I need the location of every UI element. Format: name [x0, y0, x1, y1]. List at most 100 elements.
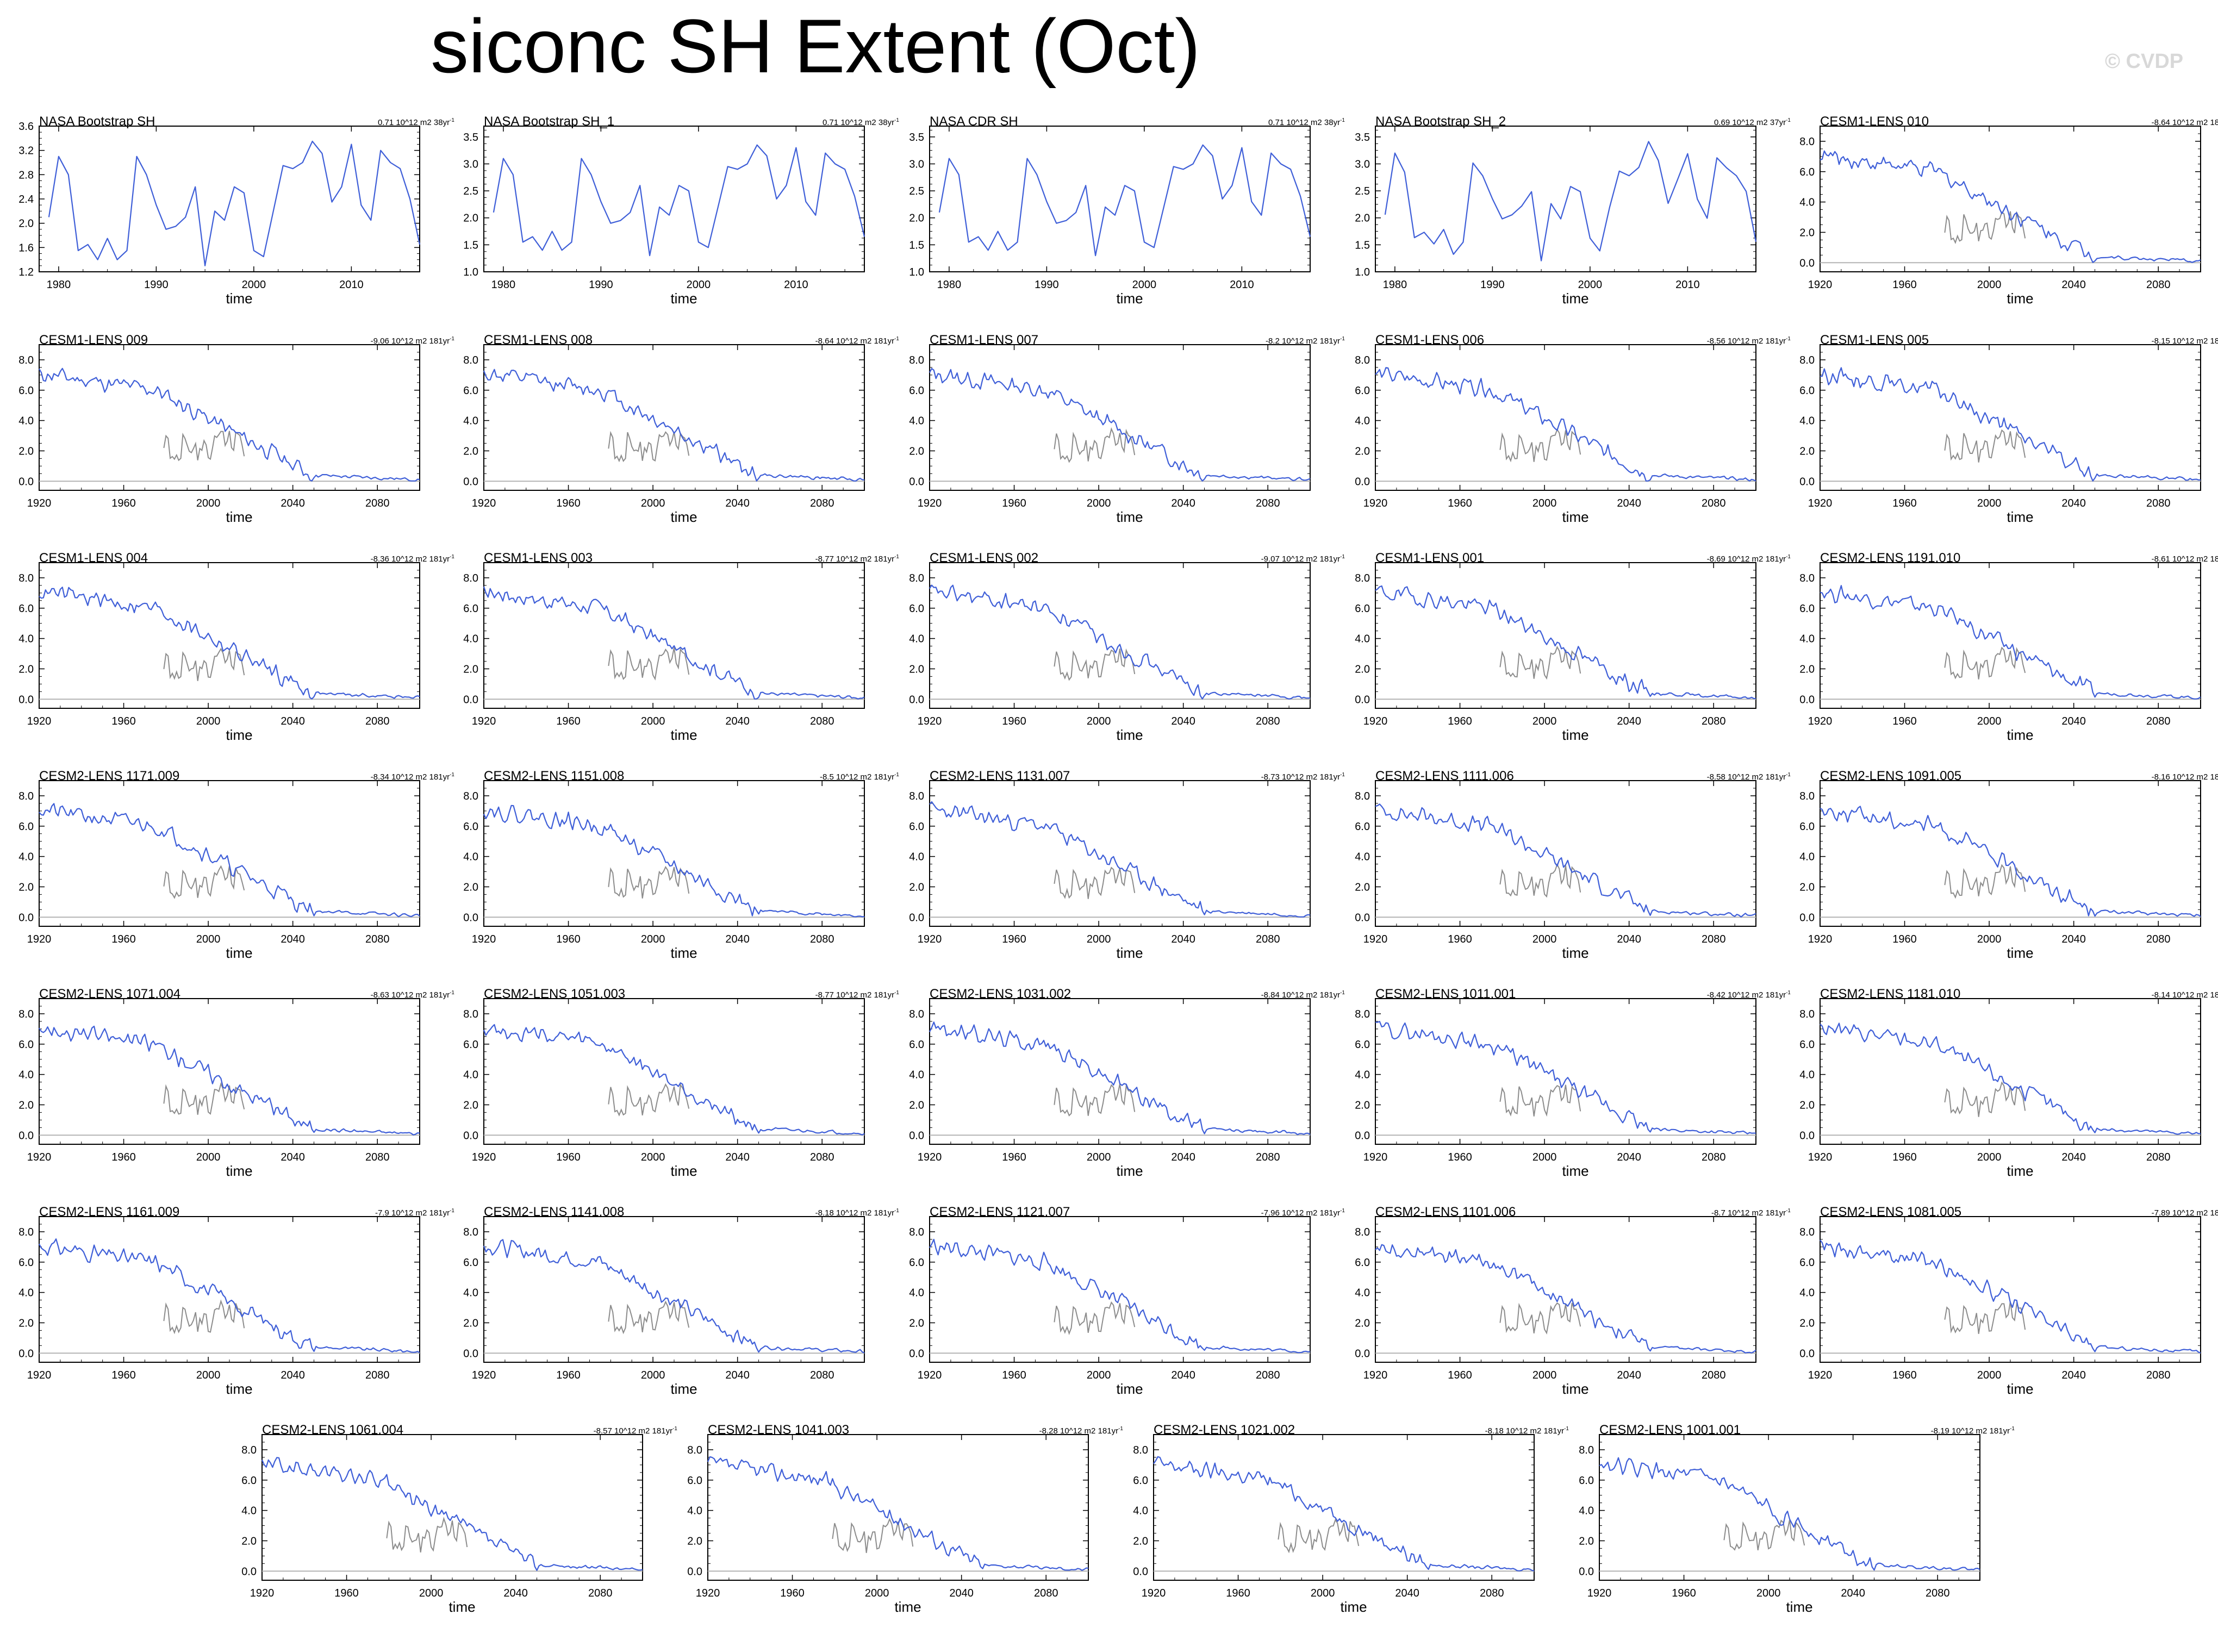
- x-tick-label: 2040: [503, 1587, 528, 1599]
- y-tick-label: 8.0: [1355, 790, 1370, 802]
- x-axis-label: time: [670, 1163, 697, 1179]
- x-axis-label: time: [1340, 1599, 1367, 1615]
- chart-plot: 0.0 2.0 4.0 6.0 8.0 1920 1960 2000 2040 2080: [909, 998, 1311, 1163]
- x-tick-label: 2040: [2061, 497, 2086, 509]
- obs-overlay-line: [1499, 428, 1581, 463]
- y-tick-label: 4.0: [909, 851, 924, 863]
- plot-frame: [483, 1216, 865, 1363]
- obs-overlay-line: [163, 1299, 245, 1335]
- x-tick-label: 1960: [556, 715, 581, 727]
- chart-plot: 0.0 2.0 4.0 6.0 8.0 1920 1960 2000 2040 2080: [1799, 562, 2201, 727]
- y-tick-label: 0.0: [909, 694, 924, 706]
- chart-panel: 1.0 1.5 2.0 2.5 3.0 3.5 1980 1990 2000 2010 NASA B…: [1355, 114, 1791, 308]
- y-tick-label: 0.0: [1799, 257, 1815, 269]
- y-tick-label: 4.0: [18, 415, 34, 427]
- chart-panel: 0.0 2.0 4.0 6.0 8.0 1920 1960 2000 2040 2080 CESM1…: [463, 551, 899, 744]
- trend-exponent: -1: [1786, 990, 1791, 996]
- chart-panel: 0.0 2.0 4.0 6.0 8.0 1920 1960 2000 2040 2080 CESM2…: [687, 1423, 1123, 1616]
- x-tick-label: 2000: [641, 933, 665, 945]
- model-series-line: [1375, 803, 1756, 918]
- x-axis-label: time: [226, 945, 253, 961]
- page-title: siconc SH Extent (Oct): [431, 3, 1200, 89]
- plot-frame: [261, 1434, 643, 1581]
- plot-frame: [1599, 1434, 1980, 1581]
- trend-exponent: -1: [1340, 990, 1345, 996]
- panel-trend: -8.28 10^12 m2 181yr-1: [1039, 1426, 1123, 1436]
- chart-panel: 0.0 2.0 4.0 6.0 8.0 1920 1960 2000 2040 2080 CESM1…: [909, 551, 1345, 744]
- y-tick-label: 2.0: [909, 881, 924, 893]
- y-tick-label: 2.0: [1799, 227, 1815, 239]
- chart-plot: 0.0 2.0 4.0 6.0 8.0 1920 1960 2000 2040 2080: [1799, 126, 2201, 291]
- panel-trend: -8.77 10^12 m2 181yr-1: [815, 554, 899, 564]
- trend-exponent: -1: [1564, 1426, 1569, 1432]
- x-tick-label: 2080: [2146, 279, 2171, 291]
- chart-plot: 0.0 2.0 4.0 6.0 8.0 1920 1960 2000 2040 2080: [909, 344, 1311, 509]
- x-tick-label: 2040: [281, 497, 305, 509]
- x-tick-label: 2040: [1171, 715, 1195, 727]
- trend-exponent: -1: [894, 1208, 899, 1214]
- y-tick-label: 6.0: [909, 821, 924, 833]
- y-tick-label: 2.0: [1579, 1535, 1594, 1547]
- y-tick-label: 8.0: [1133, 1444, 1148, 1456]
- x-tick-label: 1920: [472, 1369, 496, 1381]
- y-tick-label: 4.0: [463, 415, 478, 427]
- y-tick-label: 8.0: [463, 1226, 478, 1238]
- panel-title: CESM1-LENS 002: [930, 551, 1039, 565]
- obs-overlay-line: [1944, 1301, 2026, 1334]
- y-tick-label: 2.0: [241, 1535, 257, 1547]
- x-tick-label: 1920: [1808, 279, 1833, 291]
- y-tick-label: 2.5: [463, 185, 478, 197]
- y-tick-label: 0.0: [18, 1348, 34, 1360]
- panel-title: NASA Bootstrap SH_1: [484, 114, 615, 129]
- y-tick-label: 2.5: [909, 185, 924, 197]
- chart-panel: 0.0 2.0 4.0 6.0 8.0 1920 1960 2000 2040 2080 CESM2…: [909, 769, 1345, 962]
- x-tick-label: 2040: [1617, 1369, 1641, 1381]
- x-tick-label: 1920: [27, 497, 52, 509]
- x-axis-label: time: [2007, 945, 2034, 961]
- y-tick-label: 4.0: [1799, 1287, 1815, 1299]
- x-tick-label: 2080: [1480, 1587, 1504, 1599]
- x-tick-label: 2080: [810, 933, 834, 945]
- y-tick-label: 2.0: [1355, 881, 1370, 893]
- x-tick-label: 2000: [196, 933, 221, 945]
- trend-exponent: -1: [2010, 1426, 2015, 1432]
- chart-panel: 0.0 2.0 4.0 6.0 8.0 1920 1960 2000 2040 2080 CESM2…: [18, 769, 454, 962]
- chart-panel: 0.0 2.0 4.0 6.0 8.0 1920 1960 2000 2040 2080 CESM2…: [241, 1423, 677, 1616]
- y-tick-label: 2.0: [1799, 663, 1815, 675]
- panel-trend: -8.34 10^12 m2 181yr-1: [370, 772, 454, 782]
- y-tick-label: 6.0: [1799, 1257, 1815, 1269]
- y-tick-label: 2.0: [1355, 213, 1370, 225]
- x-tick-label: 1920: [918, 1369, 942, 1381]
- trend-exponent: -1: [450, 1208, 454, 1214]
- y-tick-label: 4.0: [241, 1505, 257, 1517]
- x-axis-label: time: [1116, 727, 1143, 743]
- y-tick-label: 6.0: [463, 1257, 478, 1269]
- x-tick-label: 2040: [281, 933, 305, 945]
- obs-overlay-line: [1054, 1083, 1136, 1117]
- x-tick-label: 2010: [339, 279, 364, 291]
- x-tick-label: 2080: [2146, 715, 2171, 727]
- panel-trend: -8.61 10^12 m2 181yr-1: [2151, 554, 2218, 564]
- y-tick-label: 0.0: [241, 1566, 257, 1578]
- y-tick-label: 6.0: [1799, 1039, 1815, 1051]
- x-axis-label: time: [670, 727, 697, 743]
- panel-trend: 0.71 10^12 m2 38yr-1: [1268, 117, 1345, 127]
- x-tick-label: 1920: [27, 933, 52, 945]
- obs-overlay-line: [163, 431, 245, 462]
- panel-title: CESM1-LENS 010: [1820, 114, 1929, 129]
- y-tick-label: 4.0: [463, 851, 478, 863]
- chart-panel: 0.0 2.0 4.0 6.0 8.0 1920 1960 2000 2040 2080 CESM2…: [1799, 769, 2218, 962]
- obs-overlay-line: [608, 1300, 690, 1335]
- x-tick-label: 1980: [1383, 279, 1407, 291]
- x-tick-label: 2080: [2146, 933, 2171, 945]
- y-tick-label: 0.0: [687, 1566, 702, 1578]
- panel-trend: -8.15 10^12 m2 181yr-1: [2151, 336, 2218, 346]
- y-tick-label: 6.0: [18, 1039, 34, 1051]
- panel-title: CESM1-LENS 005: [1820, 333, 1929, 347]
- x-tick-label: 2080: [1702, 497, 1726, 509]
- x-tick-label: 1960: [1448, 715, 1472, 727]
- x-tick-label: 2000: [1311, 1587, 1335, 1599]
- y-tick-label: 1.2: [18, 266, 34, 278]
- trend-exponent: -1: [450, 554, 454, 560]
- chart-panel: 1.0 1.5 2.0 2.5 3.0 3.5 1980 1990 2000 2010 NASA C…: [909, 114, 1345, 308]
